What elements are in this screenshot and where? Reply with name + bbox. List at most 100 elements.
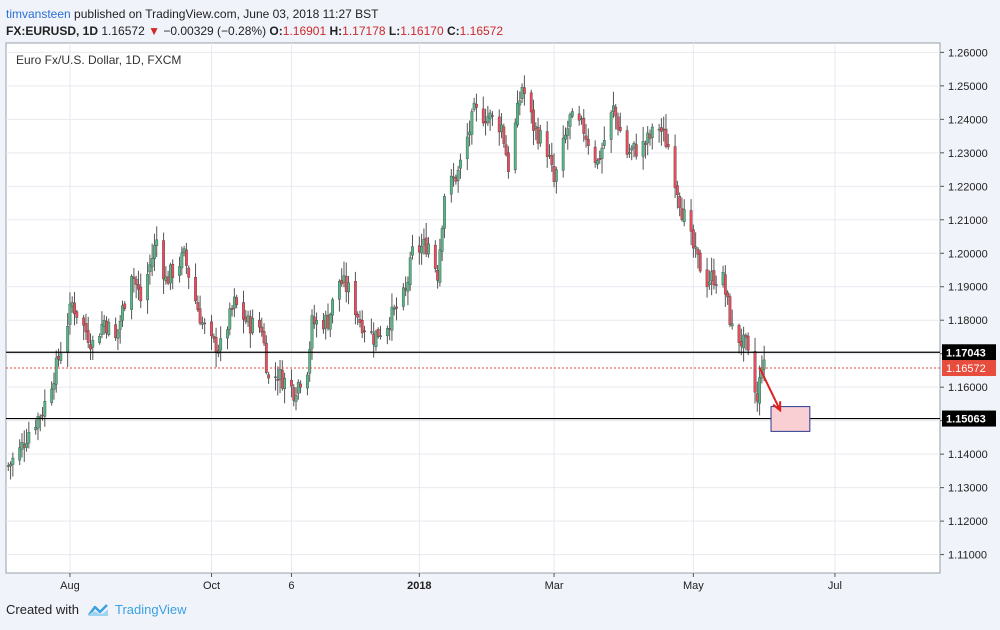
candle-body [392,307,396,310]
candle-body [580,118,583,120]
candle-body [596,160,599,165]
candle-body [534,126,538,129]
candle-body [456,169,460,181]
candle-body [532,109,535,131]
close-value: 1.16572 [459,24,504,38]
horizontal-line-label-bg [942,344,996,361]
candle-body [84,323,88,333]
candle-body [746,335,750,351]
candle-body [25,443,28,448]
candle-body [500,124,503,133]
candle-body [340,279,344,285]
tradingview-brand-link[interactable]: TradingView [114,602,187,617]
candle-body [264,342,268,373]
candle-body [123,303,127,309]
candle-body [155,239,159,246]
candle-body [723,274,727,295]
candle-body [344,276,348,292]
candle-body [449,175,453,195]
candle-body [70,302,74,307]
candle-body [203,322,207,325]
candle-body [436,270,440,281]
candle-body [105,320,108,334]
candle-body [755,393,759,402]
candle-body [707,281,711,285]
target-box [770,406,811,432]
candle-body [27,432,31,444]
candle-body [57,356,60,360]
candle-body [726,292,730,298]
publication-header: timvansteen published on TradingView.com… [6,4,378,24]
candle-body [433,244,437,269]
candle-body [518,100,522,106]
horizontal-line-label: 1.15063 [946,414,986,426]
y-tick-label: 1.19000 [948,282,988,294]
candle-body [625,130,629,155]
candle-body [664,128,668,147]
candle-body [68,303,72,325]
chart-title: Euro Fx/U.S. Dollar, 1D, FXCM [16,53,181,67]
y-tick-label: 1.21000 [948,215,988,227]
footer: Created with TradingView [6,602,187,617]
candle-body [379,335,382,337]
candle-body [164,276,168,281]
candle-body [235,297,239,305]
candle-body [598,157,602,160]
candle-body [712,270,716,286]
candle-body [401,287,405,307]
candle-body [219,338,223,351]
candle-body [258,319,261,328]
candle-body [744,334,748,338]
candle-body [182,248,186,253]
candle-body [91,340,95,348]
candle-body [634,144,638,157]
candle-body [614,106,618,117]
candle-body [497,116,501,133]
candle-body [299,383,302,388]
candle-body [564,134,567,140]
candle-body [200,322,204,325]
candle-body [178,266,181,276]
last-price-label: 1.16572 [946,363,986,375]
candle-body [276,379,280,381]
candle-body [73,302,76,315]
candle-body [406,282,410,292]
candle-body [422,239,426,246]
price-chart[interactable]: 1.110001.120001.130001.140001.150001.160… [0,42,1000,598]
candle-body [632,143,636,148]
candle-body [714,284,718,286]
high-value: 1.17178 [342,24,386,38]
candle-body [43,401,47,417]
y-tick-label: 1.18000 [948,315,988,327]
candle-body [137,284,140,290]
candle-body [758,377,761,404]
published-text: published on TradingView.com, June 03, 2… [74,7,379,21]
candles [6,75,766,480]
candle-body [470,111,474,135]
candle-body [296,381,300,394]
candle-body [196,302,200,311]
candle-body [9,463,12,467]
x-tick-label: Oct [203,580,220,592]
candle-body [116,330,120,339]
x-tick-label: Jul [828,580,842,592]
candle-body [244,317,248,322]
candle-body [162,240,165,280]
candle-body [753,351,757,393]
candle-body [657,128,661,131]
x-tick-label: 6 [288,580,294,592]
candle-body [659,127,663,132]
candle-body [246,315,250,323]
candle-body [472,102,476,110]
x-tick-label: 2018 [407,580,431,592]
candle-body [292,387,296,401]
candle-body [385,328,389,337]
candle-body [328,314,332,330]
candle-body [600,147,604,159]
candle-body [363,330,366,332]
low-label: L: [388,24,401,38]
author-link[interactable]: timvansteen [6,7,71,21]
candle-body [666,144,670,148]
y-tick-label: 1.11000 [948,550,987,562]
candle-body [484,121,487,124]
